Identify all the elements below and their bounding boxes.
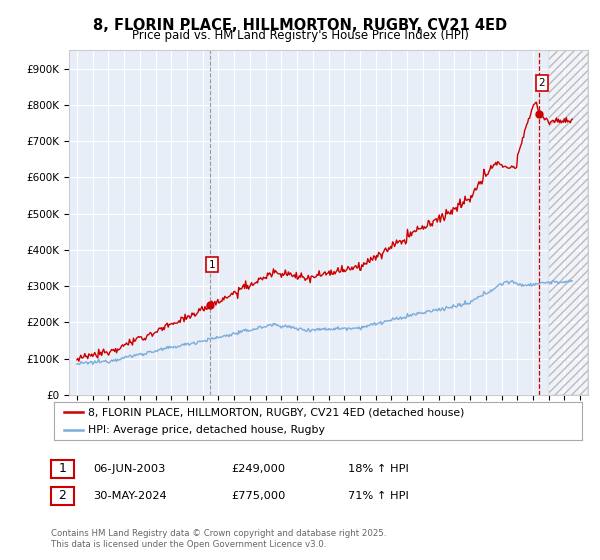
Text: Contains HM Land Registry data © Crown copyright and database right 2025.
This d: Contains HM Land Registry data © Crown c… bbox=[51, 529, 386, 549]
Text: 8, FLORIN PLACE, HILLMORTON, RUGBY, CV21 4ED (detached house): 8, FLORIN PLACE, HILLMORTON, RUGBY, CV21… bbox=[88, 407, 464, 417]
Text: £775,000: £775,000 bbox=[231, 491, 286, 501]
Text: 30-MAY-2024: 30-MAY-2024 bbox=[93, 491, 167, 501]
Text: 2: 2 bbox=[538, 78, 545, 88]
Text: 8, FLORIN PLACE, HILLMORTON, RUGBY, CV21 4ED: 8, FLORIN PLACE, HILLMORTON, RUGBY, CV21… bbox=[93, 18, 507, 33]
Text: 1: 1 bbox=[58, 462, 67, 475]
Text: HPI: Average price, detached house, Rugby: HPI: Average price, detached house, Rugb… bbox=[88, 425, 325, 435]
Text: 18% ↑ HPI: 18% ↑ HPI bbox=[348, 464, 409, 474]
Text: 71% ↑ HPI: 71% ↑ HPI bbox=[348, 491, 409, 501]
Bar bbox=[548, 50, 588, 395]
Text: £249,000: £249,000 bbox=[231, 464, 285, 474]
Text: 06-JUN-2003: 06-JUN-2003 bbox=[93, 464, 166, 474]
Text: 2: 2 bbox=[58, 489, 67, 502]
Text: 1: 1 bbox=[209, 260, 215, 270]
Bar bbox=[548, 50, 588, 395]
Text: Price paid vs. HM Land Registry's House Price Index (HPI): Price paid vs. HM Land Registry's House … bbox=[131, 29, 469, 42]
